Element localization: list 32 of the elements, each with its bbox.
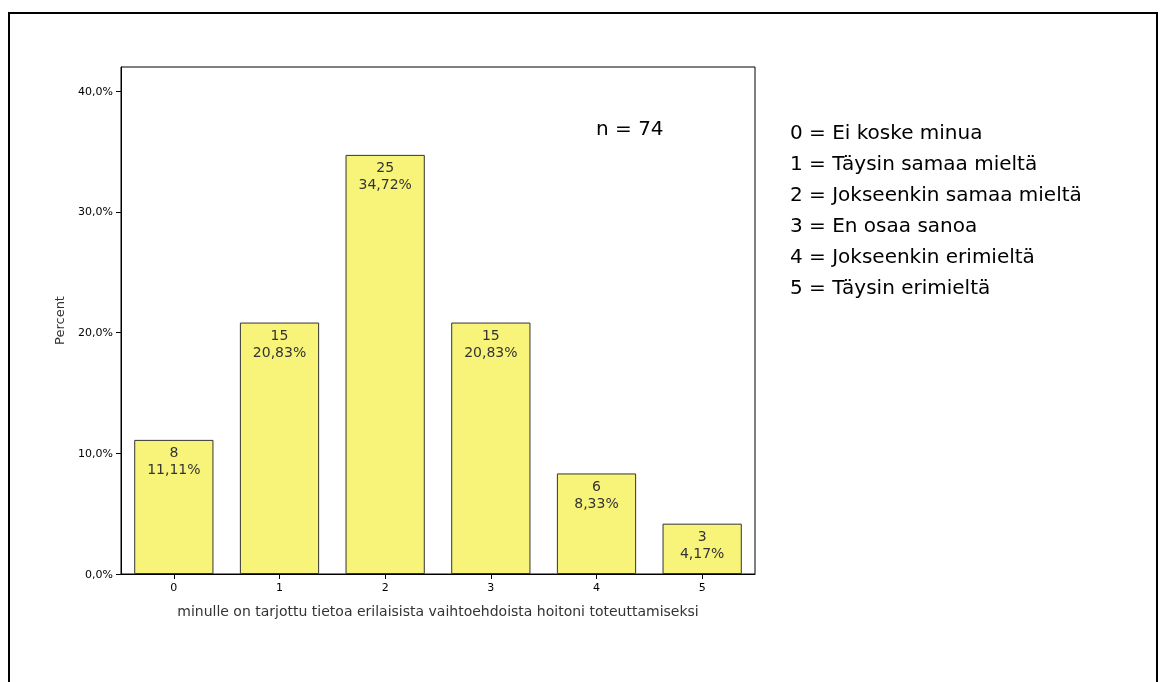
x-tick-label: 2	[381, 581, 389, 594]
bar	[134, 439, 214, 574]
data-label: 6 8,33%	[574, 477, 619, 511]
text: 5 = Täysin erimieltä	[790, 274, 991, 299]
annotation: n = 74	[596, 116, 664, 140]
data-label: 3 4,17%	[679, 528, 725, 562]
y-tick-label: 40,0%	[78, 84, 113, 98]
data-label: 15 20,83%	[464, 327, 518, 361]
x-tick-label: 0	[170, 581, 178, 594]
y-tick-label: 10,0%	[78, 446, 113, 460]
data-label: 8 11,11%	[147, 444, 201, 478]
text: 2 = Jokseenkin samaa mieltä	[790, 181, 1082, 206]
bar	[662, 523, 742, 574]
text: 4 = Jokseenkin erimieltä	[790, 243, 1035, 268]
y-tick-label: 30,0%	[78, 205, 113, 219]
text: 1 = Täysin samaa mieltä	[790, 150, 1038, 175]
bar	[345, 154, 425, 574]
y-tick-label: 0,0%	[85, 567, 113, 581]
y-axis-title: Percent	[52, 296, 67, 345]
data-label: 25 34,72%	[358, 159, 412, 193]
x-tick-label: 4	[593, 581, 600, 594]
x-tick-label: 5	[698, 581, 706, 594]
text: 3 = En osaa sanoa	[790, 212, 978, 237]
x-tick-label: 1	[276, 581, 283, 594]
x-axis-title: minulle on tarjottu tietoa erilaisista vaihtoehdoista hoitoni toteuttamiseksi	[177, 603, 699, 619]
y-tick-label: 20,0%	[78, 326, 113, 340]
bar	[239, 322, 320, 574]
data-label: 15 20,83%	[252, 327, 307, 361]
bar	[556, 473, 637, 574]
bar	[451, 322, 531, 574]
x-tick-label: 3	[487, 581, 495, 594]
text: 0 = Ei koske minua	[790, 119, 983, 144]
